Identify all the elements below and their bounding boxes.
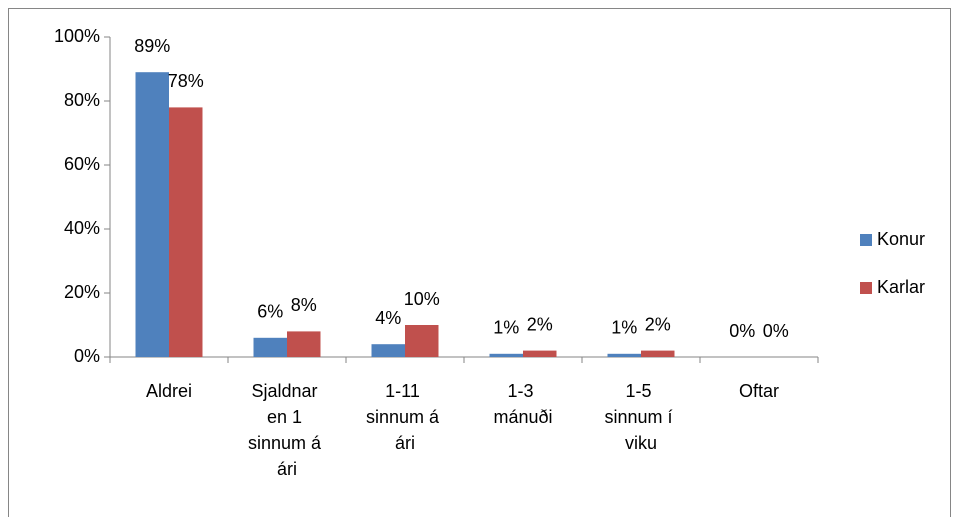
value-label: 0% — [729, 321, 755, 341]
value-label: 6% — [257, 302, 283, 322]
y-tick-label: 80% — [64, 90, 100, 110]
bar — [253, 337, 287, 357]
x-tick-label: Aldrei — [146, 381, 192, 401]
value-label: 78% — [168, 71, 204, 91]
bar — [371, 344, 405, 357]
x-tick-label: Oftar — [739, 381, 779, 401]
legend-swatch — [860, 282, 872, 294]
value-label: 8% — [291, 295, 317, 315]
bar — [135, 72, 169, 357]
value-label: 1% — [493, 318, 519, 338]
value-label: 89% — [134, 36, 170, 56]
value-label: 2% — [527, 314, 553, 334]
bar — [523, 350, 557, 357]
x-tick-label: 1-3 mánuði — [493, 381, 552, 427]
bar — [405, 325, 439, 357]
value-label: 0% — [763, 321, 789, 341]
value-label: 1% — [611, 318, 637, 338]
y-tick-label: 40% — [64, 218, 100, 238]
value-label: 2% — [645, 314, 671, 334]
y-tick-label: 20% — [64, 282, 100, 302]
y-tick-label: 60% — [64, 154, 100, 174]
bar — [641, 350, 675, 357]
legend-swatch — [860, 234, 872, 246]
bar — [489, 353, 523, 357]
x-tick-label: Sjaldnar en 1 sinnum á ári — [248, 381, 326, 479]
legend-label: Karlar — [877, 277, 925, 297]
bar — [169, 107, 203, 358]
y-tick-label: 100% — [54, 26, 100, 46]
bar — [607, 353, 641, 357]
bar — [287, 331, 321, 357]
value-label: 4% — [375, 308, 401, 328]
value-label: 10% — [404, 289, 440, 309]
x-tick-label: 1-11 sinnum á ári — [366, 381, 444, 453]
legend-label: Konur — [877, 229, 925, 249]
x-tick-label: 1-5 sinnum í viku — [604, 381, 677, 453]
y-tick-label: 0% — [74, 346, 100, 366]
